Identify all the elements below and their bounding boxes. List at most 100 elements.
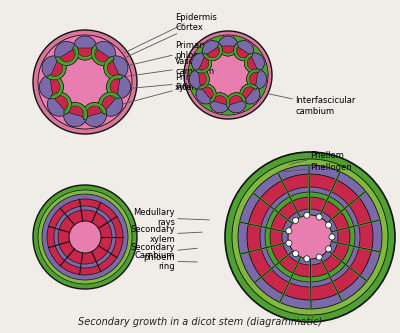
Circle shape	[82, 103, 106, 127]
Circle shape	[47, 199, 123, 275]
Circle shape	[33, 30, 137, 134]
Circle shape	[47, 92, 71, 116]
Circle shape	[58, 210, 112, 264]
Wedge shape	[56, 47, 79, 65]
Wedge shape	[241, 100, 254, 112]
Circle shape	[260, 187, 360, 287]
Wedge shape	[47, 56, 66, 80]
Wedge shape	[104, 57, 121, 80]
Text: Interfascicular
cambium: Interfascicular cambium	[268, 94, 355, 116]
Circle shape	[286, 240, 292, 246]
Circle shape	[292, 217, 298, 223]
Circle shape	[33, 185, 137, 289]
Circle shape	[104, 56, 128, 80]
Circle shape	[316, 214, 322, 220]
Text: Phellogen: Phellogen	[283, 163, 352, 172]
Text: Medullary
rays: Medullary rays	[133, 208, 209, 227]
Circle shape	[292, 251, 298, 257]
Wedge shape	[50, 75, 63, 99]
Wedge shape	[221, 107, 234, 115]
Text: Primary
phloem: Primary phloem	[121, 41, 208, 67]
Wedge shape	[240, 84, 258, 103]
Wedge shape	[73, 48, 97, 60]
Text: Pith: Pith	[103, 84, 191, 109]
Circle shape	[99, 92, 123, 116]
Wedge shape	[64, 103, 88, 118]
Wedge shape	[49, 57, 66, 80]
Circle shape	[225, 152, 395, 322]
Circle shape	[196, 84, 216, 104]
Wedge shape	[82, 103, 106, 120]
Circle shape	[244, 53, 264, 73]
Wedge shape	[189, 83, 200, 97]
Circle shape	[38, 190, 132, 284]
Circle shape	[326, 222, 332, 228]
Circle shape	[188, 35, 268, 115]
Wedge shape	[200, 84, 216, 102]
Text: Primary
xylem: Primary xylem	[115, 73, 208, 92]
Wedge shape	[210, 93, 230, 107]
Text: Epidermis: Epidermis	[124, 14, 217, 53]
Wedge shape	[210, 93, 230, 106]
Circle shape	[218, 36, 238, 56]
Circle shape	[316, 254, 322, 260]
Wedge shape	[198, 84, 216, 103]
Wedge shape	[196, 53, 212, 73]
Wedge shape	[198, 54, 212, 73]
Circle shape	[192, 53, 212, 73]
Wedge shape	[226, 93, 246, 107]
Circle shape	[73, 36, 97, 60]
Wedge shape	[203, 44, 222, 61]
Wedge shape	[196, 69, 209, 89]
Circle shape	[69, 221, 101, 253]
Wedge shape	[52, 92, 71, 113]
Text: Secondary growth in a dicot stem (diagrammatic): Secondary growth in a dicot stem (diagra…	[78, 317, 322, 327]
Wedge shape	[255, 84, 266, 98]
Text: Secondary
xylem: Secondary xylem	[130, 225, 202, 244]
Circle shape	[238, 165, 382, 309]
Circle shape	[202, 41, 222, 61]
Wedge shape	[99, 92, 120, 115]
Circle shape	[189, 69, 209, 89]
Text: Cortex: Cortex	[122, 24, 203, 59]
Wedge shape	[99, 92, 118, 113]
Wedge shape	[107, 75, 122, 99]
Wedge shape	[194, 44, 207, 57]
Wedge shape	[247, 69, 258, 89]
Wedge shape	[244, 53, 260, 73]
Wedge shape	[204, 45, 222, 61]
Circle shape	[286, 228, 292, 234]
Wedge shape	[73, 46, 97, 60]
Wedge shape	[234, 44, 253, 61]
Circle shape	[226, 93, 246, 113]
Wedge shape	[240, 84, 256, 102]
Circle shape	[210, 93, 230, 113]
Circle shape	[247, 174, 373, 300]
Wedge shape	[218, 46, 238, 56]
Wedge shape	[211, 35, 224, 45]
Circle shape	[240, 84, 260, 104]
Wedge shape	[64, 103, 88, 120]
Wedge shape	[244, 54, 258, 73]
Circle shape	[39, 75, 63, 99]
Circle shape	[304, 212, 310, 218]
Wedge shape	[48, 75, 63, 99]
Wedge shape	[247, 69, 260, 89]
Text: Cambium
ring: Cambium ring	[135, 251, 197, 271]
Circle shape	[184, 31, 272, 119]
Circle shape	[234, 41, 254, 61]
Circle shape	[42, 56, 66, 80]
Circle shape	[270, 197, 350, 277]
Wedge shape	[188, 63, 197, 75]
Wedge shape	[91, 45, 114, 65]
Circle shape	[282, 209, 338, 265]
Wedge shape	[56, 45, 79, 65]
Wedge shape	[91, 47, 114, 65]
Wedge shape	[226, 93, 246, 106]
Circle shape	[288, 215, 332, 259]
Circle shape	[232, 159, 388, 315]
Circle shape	[55, 41, 79, 65]
Circle shape	[107, 75, 131, 99]
Circle shape	[38, 35, 132, 129]
Wedge shape	[233, 35, 246, 46]
